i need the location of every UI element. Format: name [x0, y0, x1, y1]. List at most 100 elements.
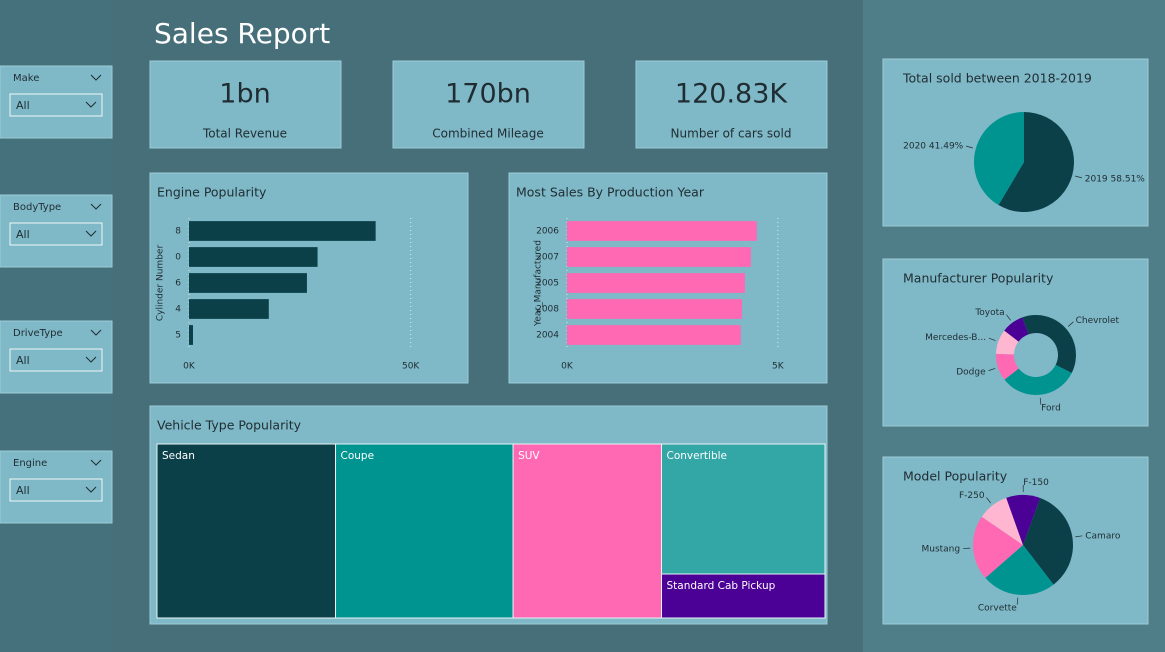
- pie-slice: [974, 112, 1024, 206]
- slice-label: Toyota: [974, 308, 1004, 318]
- bar: [567, 247, 751, 267]
- kpi-card: [392, 60, 585, 149]
- tile-label: Convertible: [667, 450, 727, 462]
- leader-line: [1039, 397, 1042, 405]
- slicer-label: Engine: [13, 458, 47, 469]
- slicer-value: All: [16, 484, 30, 497]
- slice-value: 58.51%: [1111, 174, 1146, 184]
- leader-line: [986, 497, 991, 504]
- dropdown-arrow: [85, 230, 97, 237]
- slice-value: 41.49%: [929, 141, 964, 151]
- slicer-dropdown[interactable]: [9, 348, 103, 372]
- bar: [567, 273, 745, 293]
- treemap-tile: [512, 443, 663, 619]
- dropdown-arrow: [85, 486, 97, 493]
- slice-label: Mustang: [921, 544, 960, 554]
- chart-title: Vehicle Type Popularity: [157, 418, 302, 433]
- y-tick-label: 2008: [536, 305, 559, 315]
- treemap-tile: [156, 443, 337, 619]
- pie-slice: [973, 516, 1023, 578]
- tile-label: SUV: [518, 450, 540, 462]
- slice-category: 2019: [1085, 174, 1108, 184]
- slicer-collapse: [90, 329, 102, 336]
- y-axis-title: Year_Manufactured: [534, 240, 544, 327]
- slice-category: F-150: [1023, 478, 1049, 488]
- pie-slice: [1006, 495, 1041, 545]
- pie-slice: [998, 112, 1074, 213]
- kpi-label: Total Revenue: [202, 127, 287, 141]
- bar: [567, 325, 741, 345]
- pie-slice: [1023, 498, 1073, 585]
- slicer-dropdown[interactable]: [9, 478, 103, 502]
- donut-slice: [1022, 315, 1076, 374]
- chart-title: Most Sales By Production Year: [516, 185, 705, 200]
- slicer-dropdown[interactable]: [9, 222, 103, 246]
- slice-category: Chevrolet: [1076, 315, 1120, 325]
- kpi-label: Number of cars sold: [671, 127, 792, 141]
- slice-label: F-250: [959, 491, 985, 501]
- kpi-value: 170bn: [445, 79, 531, 110]
- slice-category: Toyota: [974, 308, 1004, 318]
- slicer-value: All: [16, 99, 30, 112]
- slicer-label: DriveType: [13, 328, 63, 339]
- slice-label: F-150: [1023, 478, 1049, 488]
- slicer-value: All: [16, 354, 30, 367]
- tile-label: Coupe: [341, 450, 375, 462]
- x-tick-label: 0K: [561, 362, 574, 372]
- y-tick-label: 2004: [536, 331, 559, 341]
- slice-category: Mustang: [921, 544, 960, 554]
- kpi-label: Combined Mileage: [432, 127, 544, 141]
- slicer-collapse: [90, 203, 102, 210]
- leader-line: [966, 145, 973, 149]
- bar: [189, 299, 269, 319]
- x-tick-label: 5K: [772, 362, 785, 372]
- y-tick-label: 2006: [536, 227, 559, 237]
- chart-title: Engine Popularity: [157, 185, 267, 200]
- donut-slice: [1004, 317, 1029, 342]
- slice-category: F-250: [959, 491, 985, 501]
- slicer-collapse: [90, 74, 102, 81]
- slice-category: Ford: [1041, 403, 1061, 413]
- kpi-card: [635, 60, 828, 149]
- slice-label: Chevrolet: [1076, 315, 1120, 325]
- tile-label: Standard Cab Pickup: [667, 580, 776, 592]
- y-tick-label: 6: [175, 279, 181, 289]
- x-tick-label: 50K: [402, 362, 420, 372]
- slicer-value: All: [16, 228, 30, 241]
- chart-title: Model Popularity: [903, 469, 1008, 484]
- y-tick-label: 2007: [536, 253, 559, 263]
- pie-slice: [981, 497, 1023, 545]
- slice-label: 2019 58.51%: [1085, 174, 1146, 184]
- slice-label: Ford: [1041, 403, 1061, 413]
- donut-slice: [996, 330, 1019, 355]
- slice-category: Dodge: [956, 367, 986, 377]
- bar: [189, 273, 307, 293]
- slice-category: Mercedes-B...: [925, 333, 986, 343]
- bar: [189, 325, 193, 345]
- bar: [189, 247, 318, 267]
- leader-line: [1075, 535, 1083, 538]
- kpi-value: 1bn: [219, 79, 270, 110]
- y-tick-label: 0: [175, 253, 181, 263]
- y-tick-label: 2005: [536, 279, 559, 289]
- treemap-tile: [661, 573, 826, 619]
- dropdown-arrow: [85, 356, 97, 363]
- y-tick-label: 8: [175, 227, 181, 237]
- chart-title: Total sold between 2018-2019: [902, 71, 1092, 86]
- slice-label: 2020 41.49%: [903, 141, 964, 151]
- slice-category: Camaro: [1085, 531, 1121, 541]
- treemap-tile: [335, 443, 514, 619]
- dropdown-arrow: [85, 101, 97, 108]
- bar: [189, 221, 376, 241]
- kpi-card: [149, 60, 342, 149]
- slicer-dropdown[interactable]: [9, 93, 103, 117]
- leader-line: [988, 368, 996, 371]
- y-axis-title: Cylinder Number: [156, 245, 166, 322]
- leader-line: [1006, 314, 1011, 321]
- donut-slice: [996, 353, 1019, 380]
- slice-label: Mercedes-B...: [925, 333, 986, 343]
- pie-slice: [985, 545, 1054, 595]
- kpi-value: 120.83K: [675, 79, 788, 110]
- slicer-label: BodyType: [13, 202, 61, 213]
